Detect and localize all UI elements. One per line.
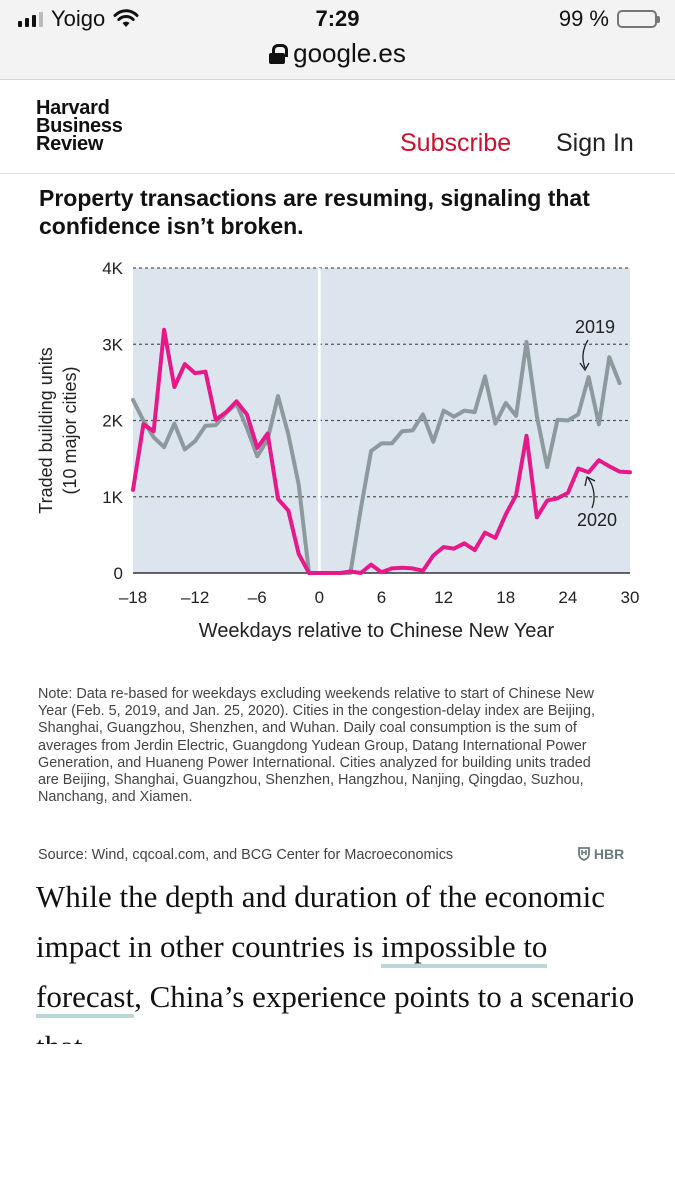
series-line-2019 (131, 340, 622, 575)
annotation-2020: 2020 (577, 510, 617, 530)
y-tick-label: 3K (102, 335, 123, 354)
y-tick-label: 0 (114, 564, 123, 583)
chart-note: Note: Data re-based for weekdays excludi… (38, 686, 596, 806)
annotation-arrowhead-2020 (584, 476, 596, 487)
hbr-watermark: HBR (578, 846, 624, 862)
battery-percent: 99 % (558, 6, 609, 31)
clock: 7:29 (315, 6, 360, 31)
x-tick-label: 6 (377, 588, 386, 607)
carrier-name: Yoigo (51, 6, 106, 31)
x-tick-label: 30 (621, 588, 640, 607)
series-line-2020 (131, 327, 632, 575)
y-tick-label: 4K (102, 259, 123, 278)
address-bar[interactable]: google.es (0, 38, 675, 69)
status-left: Yoigo (18, 6, 139, 32)
hbr-shield-icon (578, 847, 590, 861)
x-tick-label: 24 (558, 588, 577, 607)
annotation-2019: 2019 (575, 317, 615, 337)
chart-source: Source: Wind, cqcoal.com, and BCG Center… (38, 847, 454, 863)
hbr-logo[interactable]: Harvard Business Review (36, 97, 123, 155)
x-tick-label: –18 (119, 588, 147, 607)
status-bar: Yoigo 7:29 99 % google.es (0, 0, 675, 80)
y-tick-label: 2K (102, 412, 123, 431)
x-tick-label: –12 (181, 588, 209, 607)
x-tick-label: 18 (496, 588, 515, 607)
forecast-link[interactable]: impossible to forecast (36, 929, 548, 1018)
line-chart: 0 1K 2K 3K 4K –18 –12 –6 0 6 12 18 24 30 Weekdays re… (36, 259, 640, 642)
annotation-arrow-2019 (582, 339, 589, 369)
x-axis-label: Weekdays relative to Chinese New Year (199, 620, 555, 642)
site-header: Harvard Business Review Subscribe Sign I… (0, 81, 675, 174)
x-tick-label: –6 (248, 588, 267, 607)
y-axis-label: Traded building units (10 major cities) (36, 347, 80, 513)
battery-icon (617, 10, 660, 28)
subscribe-link[interactable]: Subscribe (400, 129, 512, 157)
y-tick-label: 1K (102, 488, 123, 507)
lock-icon (269, 43, 289, 64)
annotation-arrowhead-2019 (579, 362, 590, 372)
x-tick-label: 12 (434, 588, 453, 607)
signal-icon (18, 11, 43, 27)
x-tick-label: 0 (315, 588, 324, 607)
url-text: google.es (293, 38, 406, 68)
sign-in-link[interactable]: Sign In (556, 129, 634, 157)
annotation-arrow-2020 (587, 477, 595, 509)
status-right: 99 % (558, 6, 660, 32)
article-paragraph: While the depth and duration of the econ… (36, 872, 646, 1044)
wifi-icon (113, 9, 139, 27)
chart-title: Property transactions are resuming, sign… (39, 185, 590, 239)
